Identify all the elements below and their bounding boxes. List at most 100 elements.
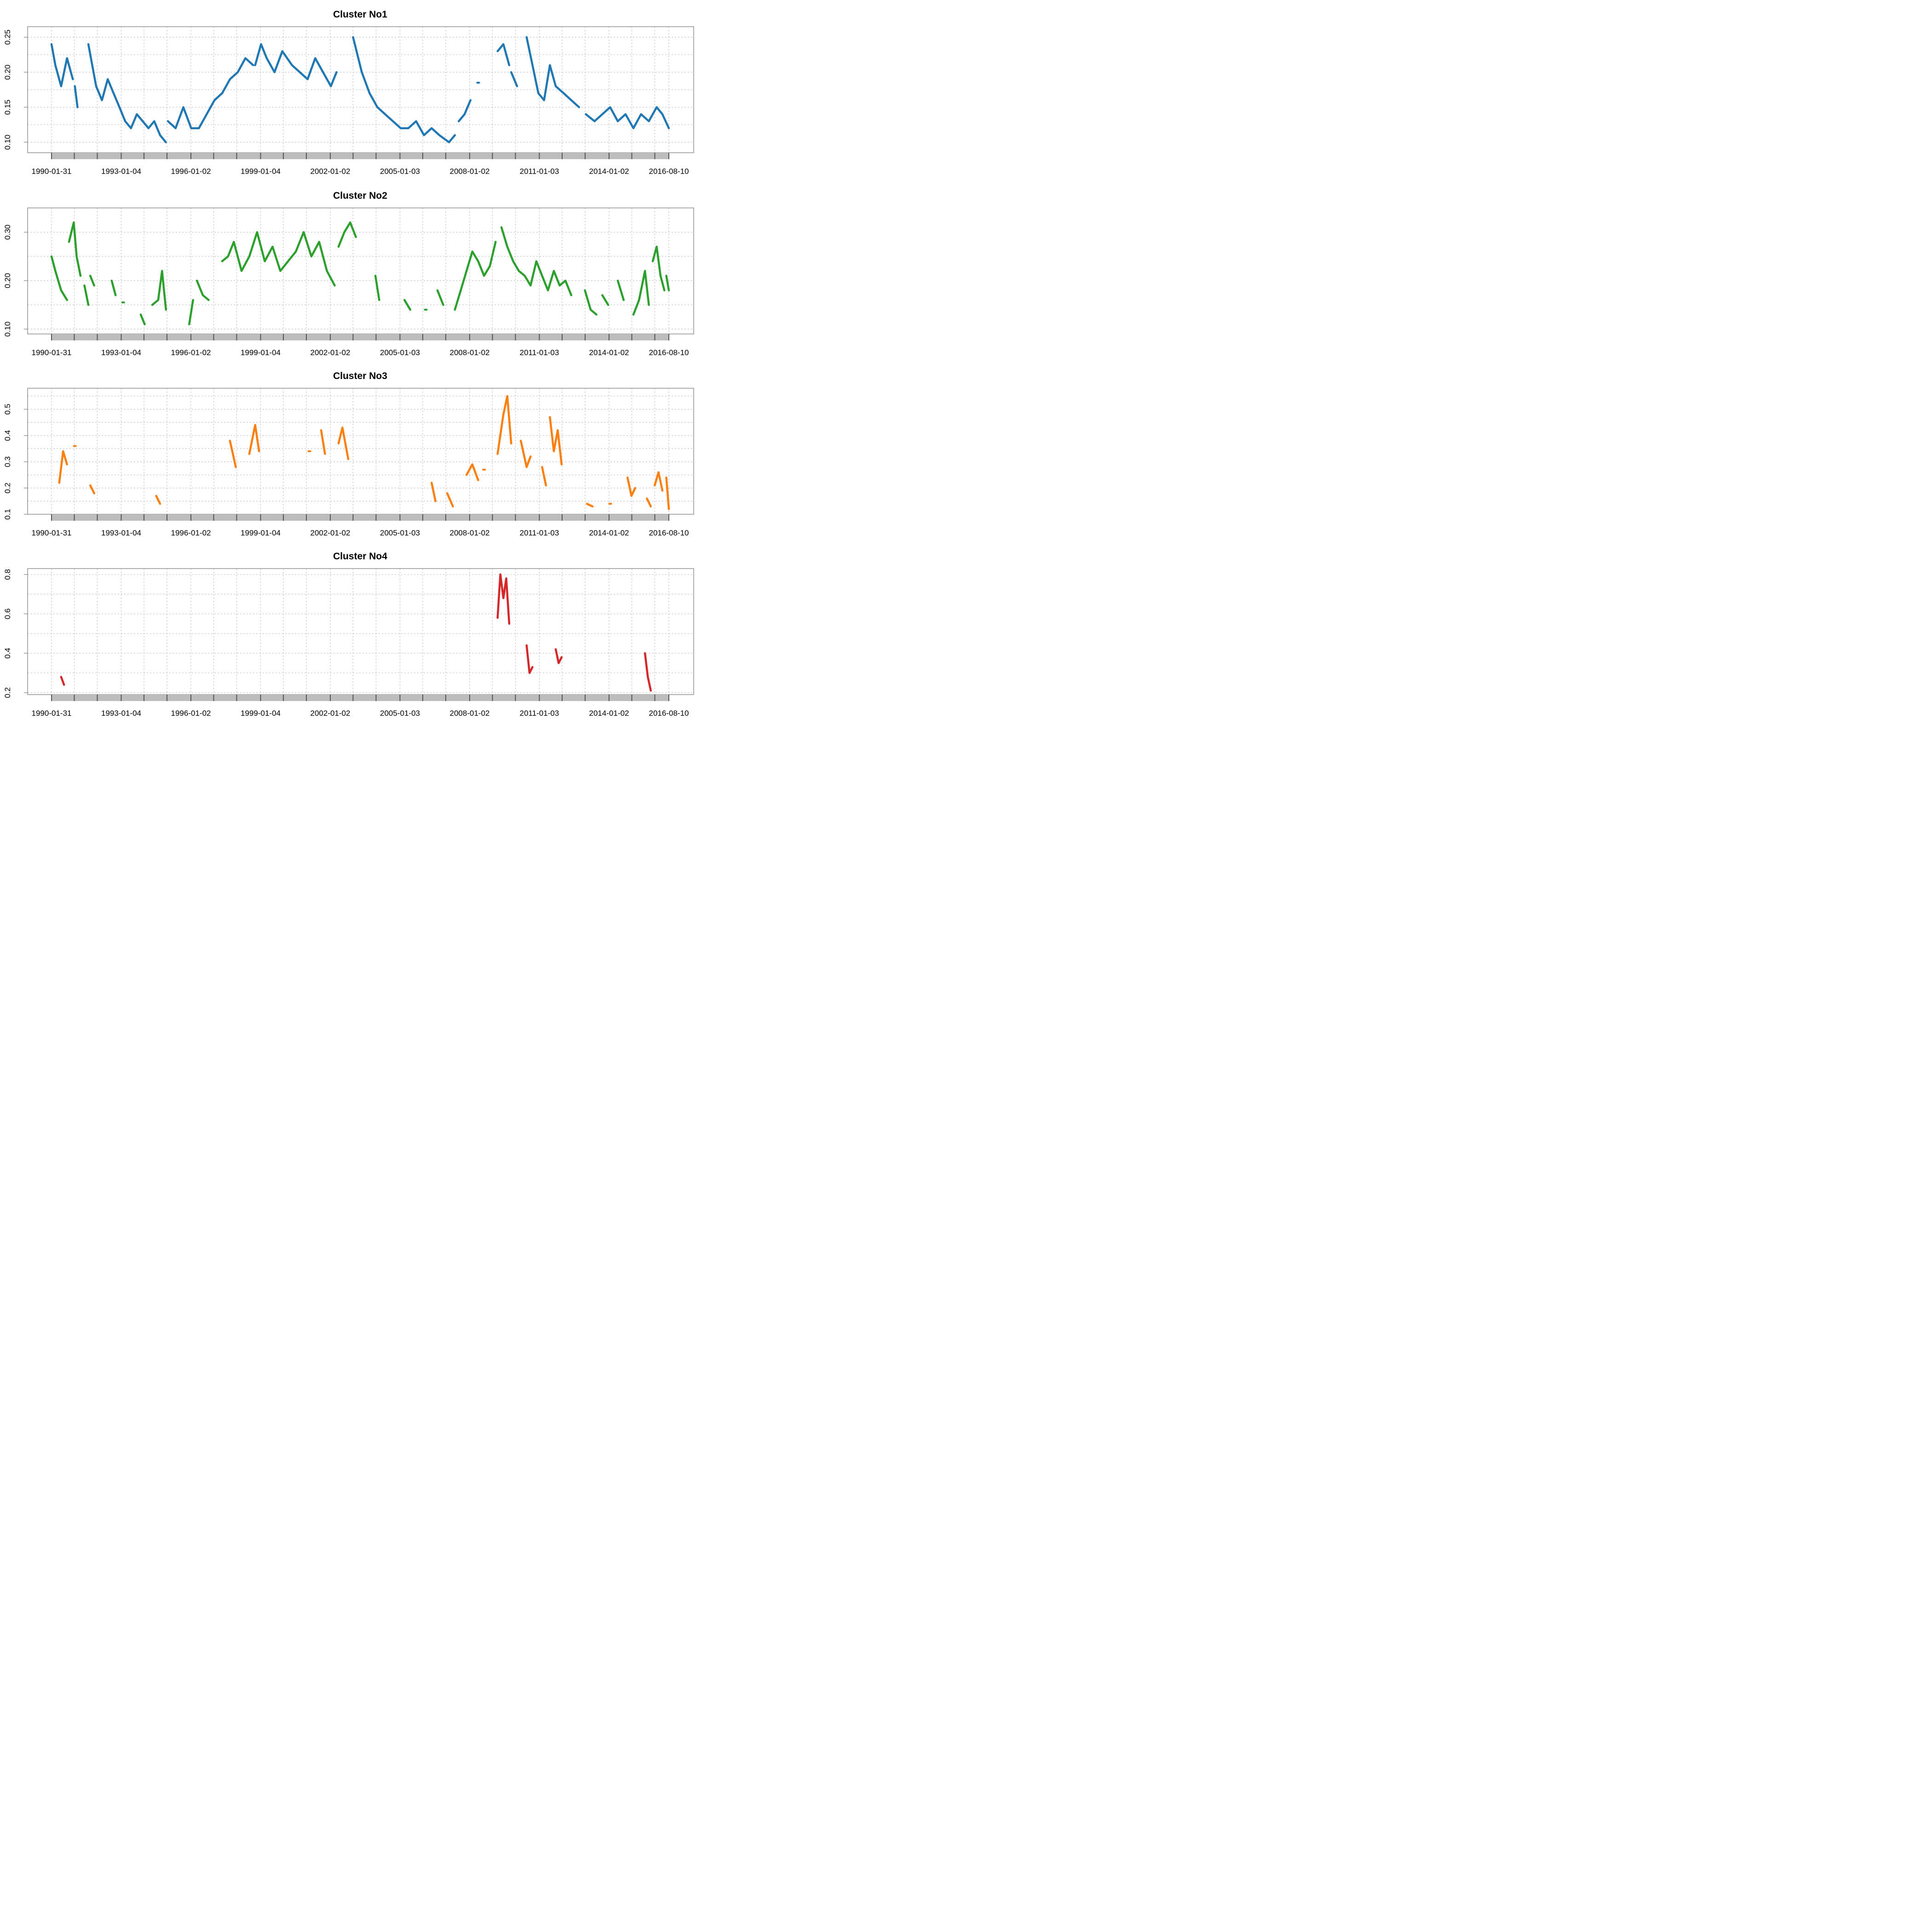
series-segment-15 <box>519 439 532 468</box>
series-segment-7 <box>139 313 146 326</box>
series-segment-24 <box>665 275 670 292</box>
x-axis-band <box>52 334 669 340</box>
x-tick-label: 2014-01-02 <box>589 529 629 537</box>
x-tick-label: 1996-01-02 <box>171 529 211 537</box>
series-segment-16 <box>541 466 547 487</box>
x-tick-label: 1996-01-02 <box>171 348 211 357</box>
x-tick-label: 2002-01-02 <box>310 167 351 176</box>
x-tick-label: 2014-01-02 <box>589 348 629 357</box>
series-segment-16 <box>436 289 444 306</box>
series-segment-3 <box>87 43 167 144</box>
series-segment-6 <box>248 424 260 455</box>
y-tick-label: 0.8 <box>3 569 12 580</box>
x-tick-label: 2014-01-02 <box>589 709 629 718</box>
series-segment-6 <box>352 36 456 144</box>
y-tick-label: 0.20 <box>3 273 12 288</box>
x-axis-band <box>52 514 669 521</box>
chart-panel-4: Cluster No4 1990-01-31 1993-01-04 1996-01-0… <box>3 551 694 718</box>
plot-frame <box>27 207 694 334</box>
x-tick-label: 1999-01-04 <box>241 709 281 718</box>
series-segment-23 <box>651 246 666 292</box>
x-tick-label: 2011-01-03 <box>520 167 559 176</box>
series-segment-1 <box>50 255 68 301</box>
chart-title: Cluster No2 <box>333 190 387 201</box>
y-tick-label: 0.3 <box>3 456 12 467</box>
series-segment-13 <box>374 275 380 301</box>
chart-title: Cluster No3 <box>333 371 387 381</box>
series-segment-22 <box>632 270 650 316</box>
chart-title: Cluster No1 <box>333 9 387 20</box>
series-segment-9 <box>337 426 350 460</box>
series-segment-22 <box>653 471 664 492</box>
x-tick-label: 1996-01-02 <box>171 167 211 176</box>
x-tick-label: 2008-01-02 <box>450 529 490 537</box>
series-segment-23 <box>665 476 670 510</box>
series-segment-20 <box>601 294 610 306</box>
y-tick-label: 0.10 <box>3 322 12 337</box>
chart-panel-2: Cluster No2 1990-01-31 1993-01-04 1996-01-0… <box>3 190 694 357</box>
series-segment-17 <box>549 416 563 466</box>
series-segment-5 <box>254 43 338 87</box>
series-segment-11 <box>446 492 454 508</box>
x-tick-label: 2011-01-03 <box>520 348 559 357</box>
x-tick-label: 1993-01-04 <box>101 348 141 357</box>
x-tick-label: 2016-08-10 <box>649 167 689 176</box>
series-segment-14 <box>403 299 412 311</box>
series-segment-20 <box>626 476 637 497</box>
series-segment-10 <box>510 71 518 87</box>
x-tick-label: 2016-08-10 <box>649 709 689 718</box>
series-segment-12 <box>337 221 357 248</box>
series-segment-5 <box>110 279 117 296</box>
series-segment-17 <box>454 241 497 311</box>
series-segment-1 <box>58 450 68 484</box>
x-tick-label: 2011-01-03 <box>520 529 559 537</box>
series-segment-19 <box>584 289 598 316</box>
x-tick-label: 2005-01-03 <box>380 709 420 718</box>
series-segment-12 <box>585 106 670 129</box>
x-axis-band <box>52 695 669 701</box>
x-tick-label: 2014-01-02 <box>589 167 629 176</box>
series-segment-8 <box>320 429 326 455</box>
series-segment-11 <box>221 231 336 287</box>
x-tick-label: 1993-01-04 <box>101 529 141 537</box>
x-tick-label: 1990-01-31 <box>32 348 72 357</box>
x-tick-label: 2005-01-03 <box>380 348 420 357</box>
x-tick-label: 1996-01-02 <box>171 709 211 718</box>
series-segment-18 <box>500 226 573 296</box>
series-segment-4 <box>155 494 161 505</box>
x-tick-label: 1990-01-31 <box>32 709 72 718</box>
series-segment-14 <box>496 395 512 455</box>
series-segment-21 <box>616 279 625 301</box>
y-tick-label: 0.10 <box>3 135 12 150</box>
series-segment-8 <box>151 270 167 311</box>
charts-figure: Cluster No1 1990-01-31 1993-01-04 1996-01-0… <box>3 9 694 718</box>
x-tick-label: 1990-01-31 <box>32 529 72 537</box>
series-segment-1 <box>50 43 74 87</box>
series-segment-18 <box>586 502 594 508</box>
x-tick-label: 2002-01-02 <box>310 348 351 357</box>
series-segment-5 <box>644 652 652 692</box>
x-tick-label: 2008-01-02 <box>450 348 490 357</box>
series-segment-7 <box>458 99 472 122</box>
series-segment-9 <box>188 299 194 326</box>
series-segment-5 <box>229 439 237 468</box>
series-segment-4 <box>167 57 254 129</box>
series-segment-2 <box>496 573 511 625</box>
x-tick-label: 1999-01-04 <box>241 348 281 357</box>
plot-frame <box>27 568 694 695</box>
series-segment-2 <box>74 85 79 109</box>
x-tick-label: 2008-01-02 <box>450 709 490 718</box>
series-segment-4 <box>554 648 563 664</box>
y-tick-label: 0.1 <box>3 509 12 520</box>
chart-panel-1: Cluster No1 1990-01-31 1993-01-04 1996-01-0… <box>3 9 694 176</box>
x-tick-label: 1990-01-31 <box>32 167 72 176</box>
y-tick-label: 0.20 <box>3 64 12 80</box>
series-segment-2 <box>68 221 82 277</box>
y-tick-label: 0.2 <box>3 687 12 698</box>
series-segment-10 <box>196 279 210 301</box>
y-tick-label: 0.25 <box>3 29 12 45</box>
series-segment-1 <box>60 676 65 686</box>
series-segment-21 <box>646 497 652 508</box>
series-segment-3 <box>89 484 95 494</box>
x-tick-label: 2002-01-02 <box>310 529 351 537</box>
